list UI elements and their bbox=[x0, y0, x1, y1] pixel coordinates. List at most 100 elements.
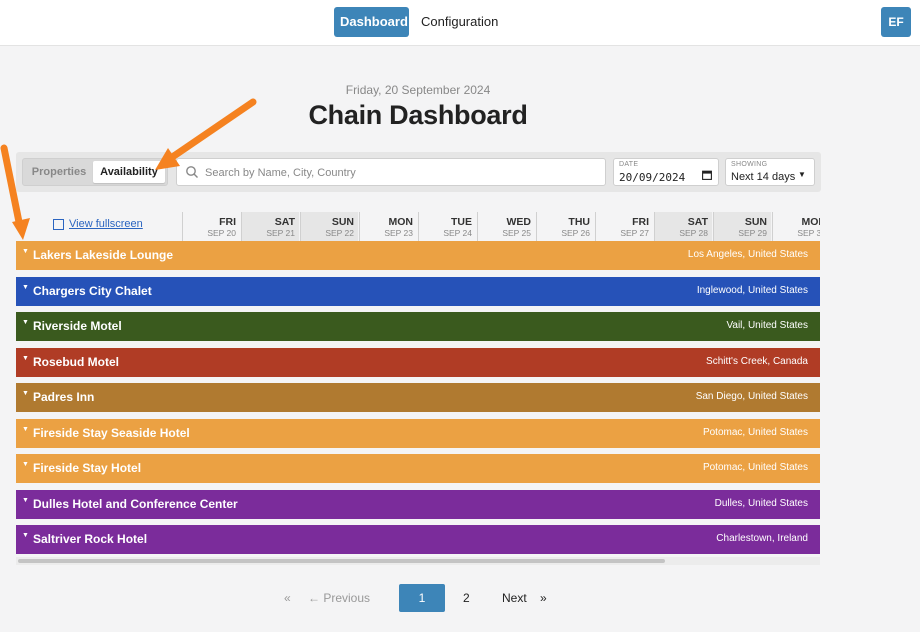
calendar-icon[interactable] bbox=[702, 170, 712, 180]
date-picker[interactable]: DATE 20/09/2024 bbox=[613, 158, 719, 186]
page-2-button[interactable]: 2 bbox=[463, 591, 470, 605]
hotel-name[interactable]: Lakers Lakeside Lounge bbox=[33, 248, 174, 262]
day-name: FRI bbox=[632, 216, 649, 228]
hotel-name[interactable]: Dulles Hotel and Conference Center bbox=[33, 496, 238, 511]
last-page-button[interactable]: » bbox=[540, 591, 547, 605]
expand-caret-icon[interactable]: ▼ bbox=[22, 319, 29, 326]
day-column-header: SUN SEP 22 bbox=[300, 212, 358, 241]
first-page-button[interactable]: « bbox=[284, 591, 291, 605]
day-date: SEP 28 bbox=[679, 228, 708, 238]
day-date: SEP 26 bbox=[561, 228, 590, 238]
expand-caret-icon[interactable]: ▼ bbox=[22, 390, 29, 397]
date-label: DATE bbox=[619, 161, 639, 168]
search-box bbox=[176, 158, 606, 186]
day-header-row: FRI SEP 20 SAT SEP 21 SUN SEP 22 MON SEP 23 TUE S… bbox=[182, 212, 820, 241]
day-name: SAT bbox=[274, 216, 295, 228]
expand-caret-icon[interactable]: ▼ bbox=[22, 354, 29, 362]
toggle-properties[interactable]: Properties bbox=[31, 166, 87, 178]
hotel-row[interactable]: ▼ Rosebud Motel Schitt's Creek, Canada bbox=[16, 347, 820, 377]
expand-caret-icon[interactable]: ▼ bbox=[22, 283, 29, 291]
view-fullscreen-label[interactable]: View fullscreen bbox=[69, 218, 143, 230]
day-column-header: WED SEP 25 bbox=[477, 212, 535, 241]
top-navbar: Dashboard Configuration EF bbox=[0, 0, 920, 46]
user-avatar[interactable]: EF bbox=[881, 7, 911, 37]
day-date: SEP 29 bbox=[738, 228, 767, 238]
view-toggle: Properties Availability bbox=[22, 158, 168, 186]
day-column-header: SAT SEP 21 bbox=[241, 212, 299, 241]
day-name: THU bbox=[568, 216, 590, 228]
day-date: SEP 25 bbox=[502, 228, 531, 238]
day-column-header: FRI SEP 27 bbox=[595, 212, 653, 241]
page-title: Chain Dashboard bbox=[308, 100, 528, 130]
search-input[interactable] bbox=[203, 162, 603, 184]
annotation-arrowhead-hotel-row bbox=[12, 218, 30, 240]
search-icon bbox=[186, 166, 198, 178]
day-date: SEP 30 bbox=[797, 228, 820, 238]
expand-icon bbox=[53, 219, 64, 230]
hotel-location: Dulles, United States bbox=[714, 497, 808, 509]
hotel-location: Potomac, United States bbox=[702, 462, 808, 473]
expand-caret-icon[interactable]: ▼ bbox=[22, 461, 29, 468]
day-name: MON bbox=[388, 216, 414, 228]
day-column-header: SAT SEP 28 bbox=[654, 212, 712, 241]
hotel-row[interactable]: ▼ Dulles Hotel and Conference Center Dulle… bbox=[16, 489, 820, 519]
showing-label: SHOWING bbox=[731, 161, 768, 168]
day-name: SUN bbox=[744, 216, 767, 228]
hotel-location: Schitt's Creek, Canada bbox=[706, 355, 808, 367]
hotel-location: Potomac, United States bbox=[702, 426, 808, 438]
nav-dashboard-button[interactable]: Dashboard bbox=[334, 7, 409, 37]
day-column-header: TUE SEP 24 bbox=[418, 212, 476, 241]
hotel-row[interactable]: ▼ Padres Inn San Diego, United States bbox=[16, 383, 820, 412]
hotel-row[interactable]: ▼ Lakers Lakeside Lounge Los Angeles, Unit… bbox=[16, 241, 820, 270]
date-value[interactable]: 20/09/2024 bbox=[619, 171, 686, 184]
hotel-location: Los Angeles, United States bbox=[687, 249, 808, 260]
expand-caret-icon[interactable]: ▼ bbox=[22, 248, 29, 255]
hotel-row[interactable]: ▼ Saltriver Rock Hotel Charlestown, Irelan… bbox=[16, 525, 820, 554]
hotel-name[interactable]: Fireside Stay Seaside Hotel bbox=[33, 425, 190, 440]
day-date: SEP 20 bbox=[207, 228, 236, 238]
day-column-header: FRI SEP 20 bbox=[182, 212, 240, 241]
next-page-button[interactable]: Next bbox=[502, 591, 527, 605]
hotel-name[interactable]: Padres Inn bbox=[33, 390, 95, 404]
hotel-name[interactable]: Saltriver Rock Hotel bbox=[33, 532, 148, 546]
day-date: SEP 27 bbox=[620, 228, 649, 238]
hotel-location: Inglewood, United States bbox=[696, 284, 808, 296]
nav-configuration-link[interactable]: Configuration bbox=[421, 14, 499, 29]
toggle-availability[interactable]: Availability bbox=[93, 161, 165, 183]
day-date: SEP 24 bbox=[443, 228, 472, 238]
day-column-header: MON SEP 23 bbox=[359, 212, 417, 241]
day-column-header: SUN SEP 29 bbox=[713, 212, 771, 241]
hotel-name[interactable]: Rosebud Motel bbox=[33, 354, 119, 369]
horizontal-scrollbar[interactable] bbox=[16, 557, 820, 565]
day-date: SEP 22 bbox=[325, 228, 354, 238]
hotel-name[interactable]: Fireside Stay Hotel bbox=[33, 461, 142, 475]
current-date: Friday, 20 September 2024 bbox=[345, 83, 491, 97]
hotel-location: San Diego, United States bbox=[695, 391, 808, 402]
hotel-name[interactable]: Riverside Motel bbox=[33, 319, 122, 333]
showing-select[interactable]: SHOWING Next 14 days ▼ bbox=[725, 158, 815, 186]
hotel-row[interactable]: ▼ Fireside Stay Hotel Potomac, United Stat… bbox=[16, 454, 820, 483]
day-column-header: THU SEP 26 bbox=[536, 212, 594, 241]
day-date: SEP 21 bbox=[266, 228, 295, 238]
hotel-row[interactable]: ▼ Fireside Stay Seaside Hotel Potomac, Uni… bbox=[16, 418, 820, 448]
showing-value[interactable]: Next 14 days bbox=[731, 171, 796, 183]
hotel-row[interactable]: ▼ Riverside Motel Vail, United States bbox=[16, 312, 820, 341]
day-name: WED bbox=[506, 216, 532, 228]
day-name: MON bbox=[801, 216, 821, 228]
hotel-name[interactable]: Chargers City Chalet bbox=[33, 283, 152, 298]
hotel-location: Vail, United States bbox=[726, 320, 808, 331]
day-name: TUE bbox=[451, 216, 472, 228]
day-name: SUN bbox=[331, 216, 354, 228]
caret-down-icon[interactable]: ▼ bbox=[798, 170, 806, 179]
previous-page-button[interactable]: ← Previous bbox=[308, 591, 371, 605]
day-name: SAT bbox=[687, 216, 708, 228]
hotel-row[interactable]: ▼ Chargers City Chalet Inglewood, United S… bbox=[16, 276, 820, 306]
day-name: FRI bbox=[219, 216, 236, 228]
view-fullscreen-link[interactable]: View fullscreen bbox=[53, 218, 143, 230]
scrollbar-thumb[interactable] bbox=[18, 559, 665, 563]
expand-caret-icon[interactable]: ▼ bbox=[22, 532, 29, 539]
page-1-button[interactable]: 1 bbox=[399, 584, 445, 612]
hotel-location: Charlestown, Ireland bbox=[716, 533, 808, 544]
expand-caret-icon[interactable]: ▼ bbox=[22, 425, 29, 433]
expand-caret-icon[interactable]: ▼ bbox=[22, 496, 29, 504]
